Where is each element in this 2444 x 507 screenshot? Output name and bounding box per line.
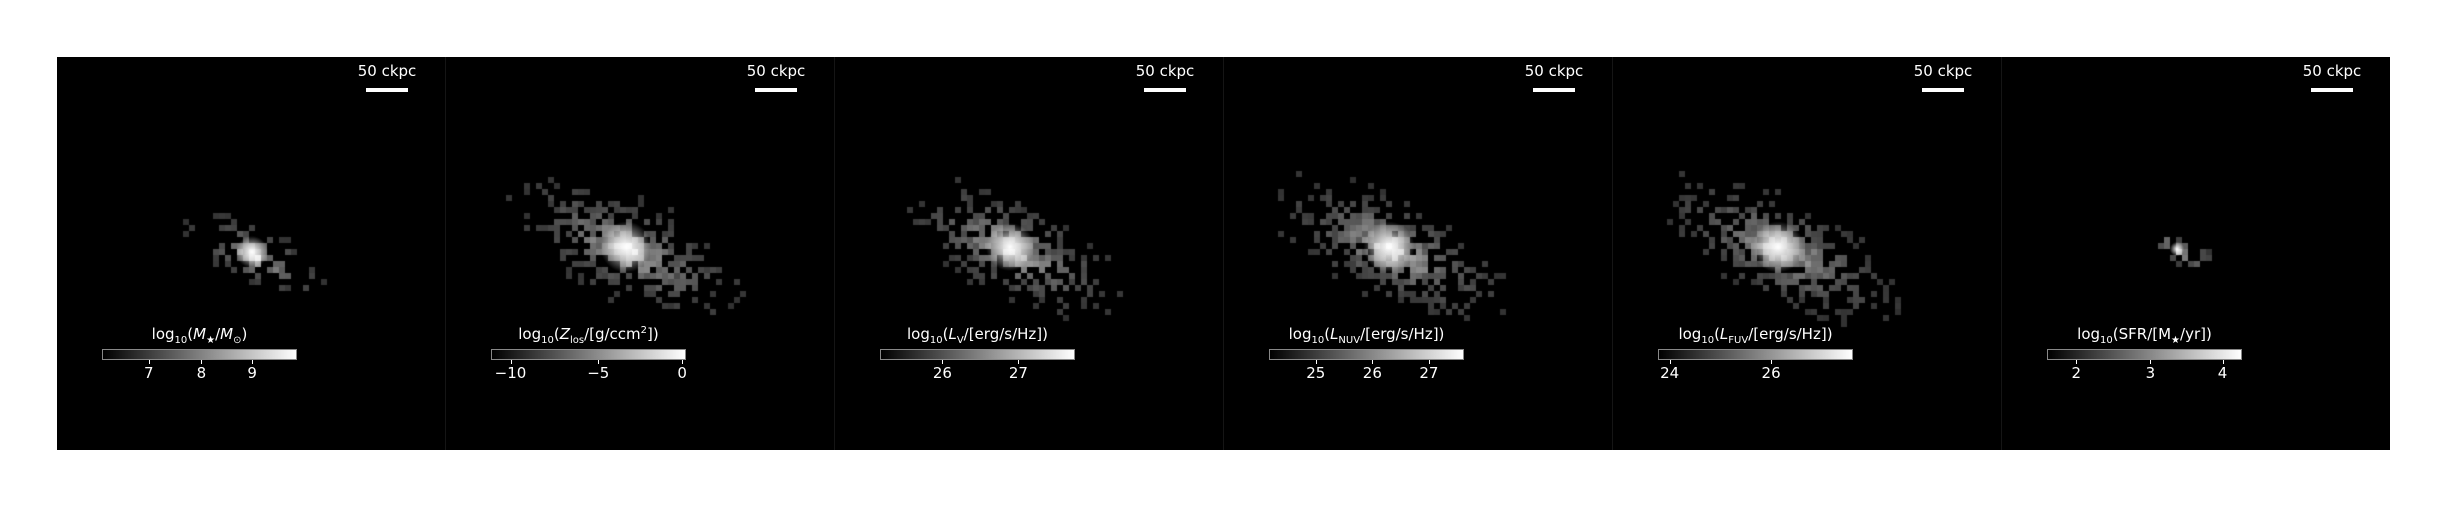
scale-bar: 50 ckpc xyxy=(1514,62,1594,92)
scale-label: 50 ckpc xyxy=(746,62,806,80)
scale-bar: 50 ckpc xyxy=(1903,62,1983,92)
panel-stellar-mass: 50 ckpc log10(M★/M⊙) 7 8 9 xyxy=(57,57,445,450)
scale-line xyxy=(1533,88,1575,92)
scale-bar: 50 ckpc xyxy=(736,62,816,92)
colorbar-tickmark xyxy=(598,360,600,364)
scale-label: 50 ckpc xyxy=(1524,62,1584,80)
colorbar-tickmark xyxy=(1315,360,1317,364)
scale-label: 50 ckpc xyxy=(357,62,417,80)
colorbar-label: log10(M★/M⊙) xyxy=(151,325,248,346)
colorbar-label: log10(LFUV/[erg/s/Hz]) xyxy=(1678,325,1833,346)
colorbar-tick-label: 25 xyxy=(1306,364,1326,382)
colorbar-gradient xyxy=(880,349,1075,360)
scale-label: 50 ckpc xyxy=(1913,62,1973,80)
scale-line xyxy=(2311,88,2353,92)
scale-line xyxy=(1144,88,1186,92)
colorbar-tick-label: 8 xyxy=(196,364,207,382)
scale-bar: 50 ckpc xyxy=(347,62,427,92)
colorbar-gradient xyxy=(1269,349,1464,360)
colorbar-tick-label: −10 xyxy=(494,364,527,382)
scale-bar: 50 ckpc xyxy=(2292,62,2372,92)
colorbar-tick-label: 4 xyxy=(2217,364,2228,382)
colorbar-gradient xyxy=(102,349,297,360)
sfr-map xyxy=(2002,57,2390,450)
panel-metallicity: 50 ckpc log10(Zlos/[g/ccm2]) −10 −5 0 xyxy=(445,57,834,450)
colorbar-tickmark xyxy=(2076,360,2078,364)
colorbar-tickmark xyxy=(252,360,254,364)
colorbar-label: log10(LNUV/[erg/s/Hz]) xyxy=(1288,325,1445,346)
colorbar-tickmark xyxy=(148,360,150,364)
colorbar-tickmark xyxy=(1372,360,1374,364)
fuv-map xyxy=(1613,57,2001,450)
colorbar-tickmark xyxy=(1018,360,1020,364)
scale-line xyxy=(755,88,797,92)
panel-sfr: 50 ckpc log10(SFR/[M★/yr]) 2 3 4 xyxy=(2001,57,2390,450)
colorbar-tick-label: −5 xyxy=(587,364,610,382)
colorbar-tick-label: 27 xyxy=(1419,364,1439,382)
colorbar-tickmark xyxy=(682,360,684,364)
panel-v-band: 50 ckpc log10(LV/[erg/s/Hz]) 26 27 xyxy=(834,57,1223,450)
panel-strip: 50 ckpc log10(M★/M⊙) 7 8 9 50 ckpc log10(Z… xyxy=(57,57,2390,450)
colorbar-tickmark xyxy=(510,360,512,364)
scale-label: 50 ckpc xyxy=(1135,62,1195,80)
scale-line xyxy=(366,88,408,92)
colorbar-tick-label: 7 xyxy=(144,364,154,382)
colorbar-tick-label: 27 xyxy=(1008,364,1028,382)
colorbar-gradient xyxy=(1658,349,1853,360)
colorbar-tick-label: 26 xyxy=(932,364,952,382)
colorbar-tickmark xyxy=(1771,360,1773,364)
colorbar-label: log10(LV/[erg/s/Hz]) xyxy=(906,325,1048,346)
colorbar-tickmark xyxy=(1428,360,1430,364)
colorbar-tickmark xyxy=(201,360,203,364)
colorbar-tick-label: 24 xyxy=(1660,364,1680,382)
colorbar-tick-label: 26 xyxy=(1362,364,1382,382)
colorbar-tick-label: 9 xyxy=(247,364,257,382)
scale-label: 50 ckpc xyxy=(2302,62,2362,80)
colorbar-tick-label: 0 xyxy=(677,364,687,382)
colorbar-tickmark xyxy=(2222,360,2224,364)
scale-line xyxy=(1922,88,1964,92)
colorbar-tick-label: 3 xyxy=(2145,364,2156,382)
colorbar-tickmark xyxy=(1669,360,1671,364)
panel-nuv: 50 ckpc log10(LNUV/[erg/s/Hz]) 25 26 27 xyxy=(1223,57,1612,450)
colorbar-label: log10(SFR/[M★/yr]) xyxy=(2077,325,2212,346)
colorbar-gradient xyxy=(2047,349,2242,360)
colorbar-gradient xyxy=(491,349,686,360)
metallicity-map xyxy=(446,57,834,450)
scale-bar: 50 ckpc xyxy=(1125,62,1205,92)
colorbar-tickmark xyxy=(942,360,944,364)
panel-fuv: 50 ckpc log10(LFUV/[erg/s/Hz]) 24 26 xyxy=(1612,57,2001,450)
stellar-mass-map xyxy=(57,57,445,450)
colorbar-label: log10(Zlos/[g/ccm2]) xyxy=(518,325,659,346)
nuv-map xyxy=(1224,57,1612,450)
colorbar-tickmark xyxy=(2150,360,2152,364)
colorbar-tick-label: 2 xyxy=(2071,364,2082,382)
v-band-map xyxy=(835,57,1223,450)
colorbar-tick-label: 26 xyxy=(1761,364,1781,382)
